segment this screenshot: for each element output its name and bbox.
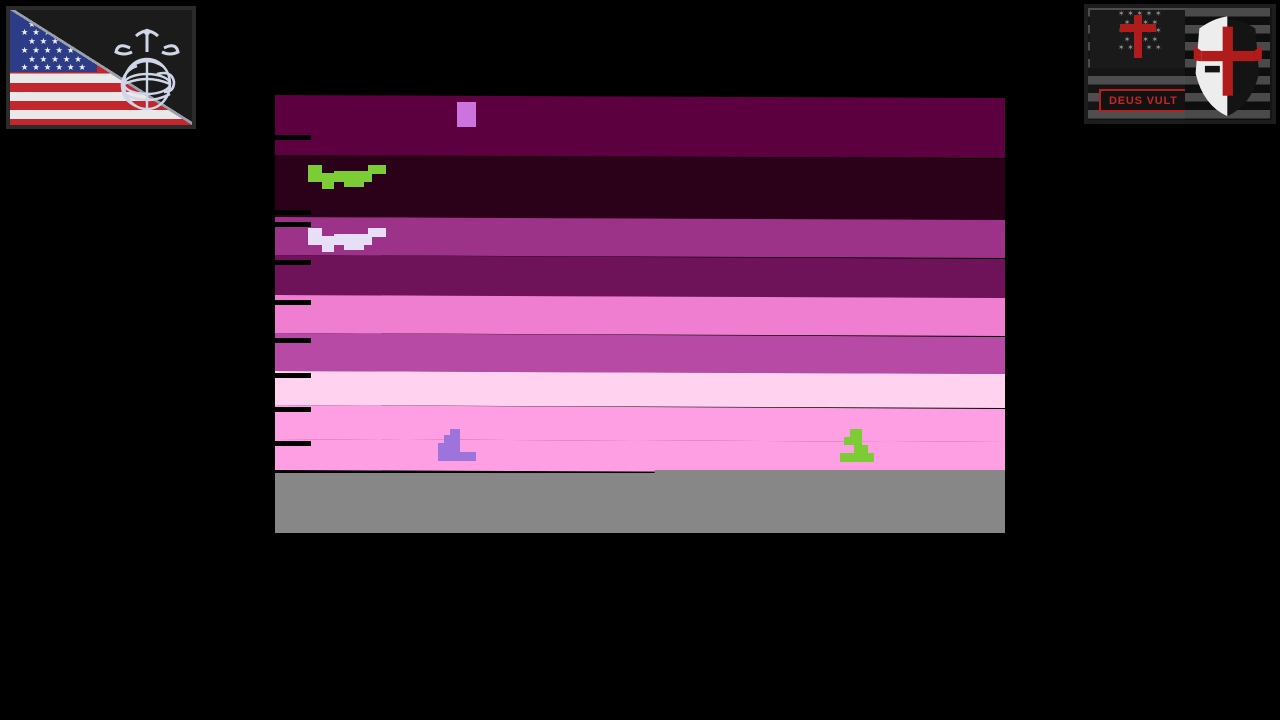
track-band (275, 333, 1005, 374)
deus-vult-label: DEUS VULT (1108, 94, 1178, 107)
crusader-cross-bar-icon (1119, 23, 1156, 32)
track-band (275, 371, 1005, 408)
sprite-pixel-block (334, 234, 372, 245)
band-tick-mark (275, 338, 311, 343)
band-tick-mark (275, 260, 311, 265)
sprite-pixel-block (438, 452, 476, 461)
game-viewport[interactable] (275, 95, 1005, 533)
track-band (275, 295, 1005, 336)
player-plane-green[interactable] (308, 165, 386, 195)
band-tick-mark (275, 210, 311, 215)
track-band (275, 405, 1005, 442)
track-band (275, 217, 1005, 258)
sprite-pixel-block (322, 182, 334, 189)
enemy-plane-white[interactable] (308, 228, 386, 258)
subdued-flag-canton: ✶ ✶ ✶ ✶ ✶ ✶ ✶ ✶ ✶ ✶ ✶ ✶ ✶ ✶ ✶ ✶ ✶ ✶ ✶ ✶ … (1090, 10, 1190, 69)
sprite-pixel-block (322, 245, 334, 252)
sprite-pixel-block (850, 429, 862, 437)
sprite-pixel-block (368, 228, 386, 237)
target-block[interactable] (457, 102, 476, 127)
sprite-pixel-block (308, 228, 322, 236)
ground-strip (275, 470, 1005, 533)
band-tick-mark (275, 407, 311, 412)
sprite-pixel-block (368, 165, 386, 174)
sprite-pixel-block (450, 429, 460, 435)
band-tick-mark (275, 441, 311, 446)
patch-diagonal-edge (10, 10, 192, 125)
band-tick-mark (275, 300, 311, 305)
sprite-pixel-block (334, 171, 372, 182)
crusader-cross-icon (1133, 14, 1142, 58)
usmc-flag-patch: ★ ★ ★ ★ ★ ★ ★ ★ ★ ★ ★ ★ ★ ★ ★ ★ ★ ★ ★ ★ … (6, 6, 196, 129)
deus-vult-banner: DEUS VULT (1099, 89, 1188, 112)
sprite-pixel-block (344, 245, 364, 250)
sprite-pixel-block (444, 435, 460, 443)
sprite-pixel-block (308, 173, 338, 182)
track-band (275, 95, 1005, 158)
sprite-pixel-block (308, 236, 338, 245)
band-tick-mark (275, 373, 311, 378)
plane-purple-partial[interactable] (438, 429, 478, 461)
sprite-pixel-block (854, 445, 868, 453)
deus-vult-patch: ✶ ✶ ✶ ✶ ✶ ✶ ✶ ✶ ✶ ✶ ✶ ✶ ✶ ✶ ✶ ✶ ✶ ✶ ✶ ✶ … (1084, 4, 1276, 124)
band-tick-mark (275, 135, 311, 140)
track-band (275, 155, 1005, 220)
track-band (275, 439, 1005, 473)
crusader-helmet-icon (1194, 16, 1263, 117)
sprite-pixel-block (308, 165, 322, 173)
eagle-globe-anchor-icon (110, 22, 184, 118)
sprite-pixel-block (344, 182, 364, 187)
crusader-helmet-region (1185, 8, 1270, 120)
band-tick-mark (275, 222, 311, 227)
plane-green-partial[interactable] (840, 429, 876, 463)
sprite-pixel-block (840, 453, 874, 462)
sprite-pixel-block (844, 437, 862, 445)
track-band (275, 255, 1005, 298)
sprite-pixel-block (438, 443, 460, 452)
